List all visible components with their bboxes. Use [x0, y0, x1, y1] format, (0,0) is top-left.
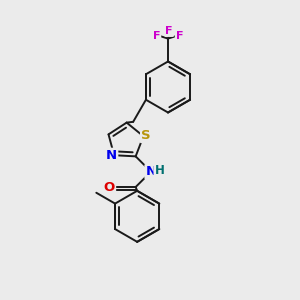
Text: F: F — [176, 31, 183, 41]
Text: N: N — [106, 149, 117, 162]
Text: S: S — [141, 129, 151, 142]
Text: F: F — [166, 26, 173, 36]
Text: F: F — [153, 31, 160, 41]
Text: O: O — [104, 181, 115, 194]
Text: H: H — [154, 164, 164, 177]
Text: N: N — [146, 165, 157, 178]
